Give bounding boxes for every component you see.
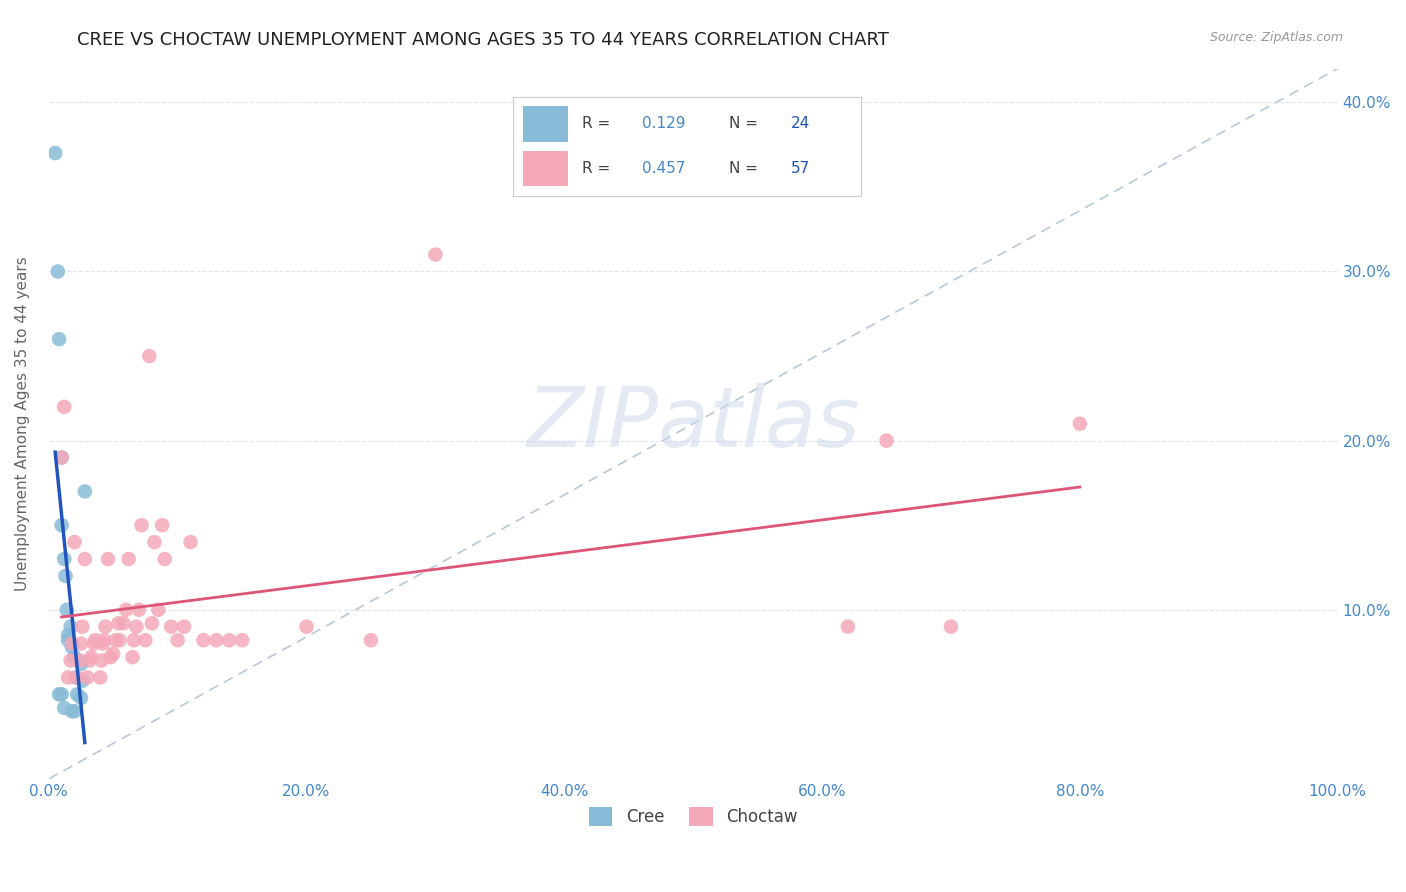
- Point: [51, 518, 73, 533]
- Point: [89, 670, 111, 684]
- Point: [56, 628, 79, 642]
- Point: [53, 400, 76, 414]
- Point: [70, 657, 93, 671]
- Point: [108, 633, 131, 648]
- Point: [65, 670, 87, 684]
- Point: [51, 687, 73, 701]
- Point: [939, 620, 962, 634]
- Point: [180, 535, 202, 549]
- Point: [56, 670, 79, 684]
- Point: [97, 552, 120, 566]
- Y-axis label: Unemployment Among Ages 35 to 44 years: Unemployment Among Ages 35 to 44 years: [15, 256, 30, 591]
- Point: [150, 518, 173, 533]
- Point: [231, 633, 253, 648]
- Point: [66, 687, 89, 701]
- Text: ZIPatlas: ZIPatlas: [526, 384, 860, 464]
- Point: [193, 633, 215, 648]
- Point: [1069, 417, 1091, 431]
- Point: [91, 637, 114, 651]
- Point: [166, 633, 188, 648]
- Point: [143, 535, 166, 549]
- Point: [53, 701, 76, 715]
- Point: [84, 633, 107, 648]
- Point: [60, 640, 83, 654]
- Point: [70, 690, 93, 705]
- Point: [55, 569, 77, 583]
- Point: [425, 247, 447, 261]
- Point: [837, 620, 859, 634]
- Point: [138, 349, 160, 363]
- Point: [48, 332, 70, 346]
- Point: [63, 535, 86, 549]
- Point: [56, 633, 79, 648]
- Point: [59, 620, 82, 634]
- Point: [128, 603, 150, 617]
- Point: [51, 450, 73, 465]
- Point: [72, 620, 94, 634]
- Text: CREE VS CHOCTAW UNEMPLOYMENT AMONG AGES 35 TO 44 YEARS CORRELATION CHART: CREE VS CHOCTAW UNEMPLOYMENT AMONG AGES …: [77, 31, 889, 49]
- Point: [134, 633, 156, 648]
- Point: [295, 620, 318, 634]
- Point: [104, 633, 127, 648]
- Point: [72, 673, 94, 688]
- Point: [56, 603, 79, 617]
- Point: [218, 633, 240, 648]
- Point: [73, 484, 96, 499]
- Legend: Cree, Choctaw: Cree, Choctaw: [581, 798, 806, 835]
- Point: [173, 620, 195, 634]
- Point: [66, 670, 89, 684]
- Point: [53, 552, 76, 566]
- Point: [46, 264, 69, 278]
- Point: [90, 653, 112, 667]
- Point: [60, 704, 83, 718]
- Point: [79, 653, 101, 667]
- Point: [153, 552, 176, 566]
- Point: [69, 653, 91, 667]
- Point: [80, 650, 103, 665]
- Point: [93, 633, 115, 648]
- Point: [51, 450, 73, 465]
- Point: [148, 603, 170, 617]
- Point: [118, 552, 141, 566]
- Point: [103, 647, 125, 661]
- Point: [63, 650, 86, 665]
- Point: [115, 603, 138, 617]
- Point: [60, 637, 83, 651]
- Point: [94, 620, 117, 634]
- Point: [63, 704, 86, 718]
- Point: [44, 146, 66, 161]
- Point: [876, 434, 898, 448]
- Point: [112, 616, 135, 631]
- Point: [59, 653, 82, 667]
- Point: [73, 552, 96, 566]
- Point: [121, 650, 143, 665]
- Text: Source: ZipAtlas.com: Source: ZipAtlas.com: [1209, 31, 1343, 45]
- Point: [48, 687, 70, 701]
- Point: [205, 633, 228, 648]
- Point: [70, 637, 93, 651]
- Point: [160, 620, 183, 634]
- Point: [141, 616, 163, 631]
- Point: [83, 637, 105, 651]
- Point: [360, 633, 382, 648]
- Point: [76, 670, 98, 684]
- Point: [131, 518, 153, 533]
- Point: [122, 633, 145, 648]
- Point: [107, 616, 129, 631]
- Point: [125, 620, 148, 634]
- Point: [100, 650, 122, 665]
